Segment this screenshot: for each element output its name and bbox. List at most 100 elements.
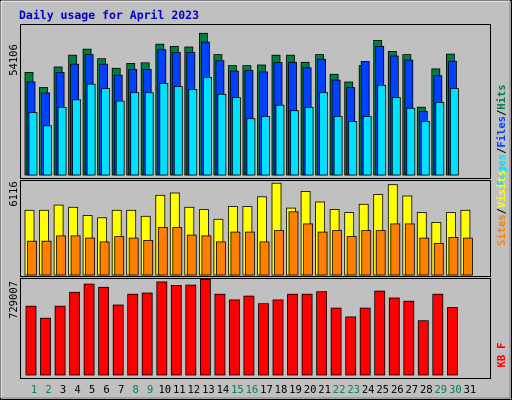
bar-sites-day-7 <box>114 236 125 276</box>
bar-pages-day-15 <box>231 97 241 176</box>
bar-sites-day-21 <box>317 231 328 276</box>
day-label-11: 11 <box>173 384 186 396</box>
bar-sites-day-4 <box>70 235 81 276</box>
legend-kbytes: KB <box>496 355 508 368</box>
day-label-25: 25 <box>376 384 389 396</box>
legend-middle: Sites/Visits <box>496 170 508 246</box>
bar-kbytes-day-4 <box>69 291 80 376</box>
day-label-23: 23 <box>347 384 360 396</box>
day-label-17: 17 <box>260 384 273 396</box>
bar-pages-day-18 <box>275 104 285 176</box>
bar-kbytes-day-7 <box>112 304 124 376</box>
bar-sites-day-27 <box>404 223 415 276</box>
bar-sites-day-20 <box>303 223 314 276</box>
day-label-1: 1 <box>31 384 37 396</box>
day-label-7: 7 <box>118 384 124 396</box>
day-label-22: 22 <box>333 384 346 396</box>
bar-sites-day-23 <box>346 236 357 276</box>
bar-sites-day-5 <box>85 237 95 276</box>
bar-sites-day-13 <box>201 235 212 276</box>
bar-pages-day-23 <box>348 121 358 176</box>
bar-pages-day-2 <box>43 125 52 176</box>
day-label-27: 27 <box>405 384 418 396</box>
bar-pages-day-30 <box>449 88 459 176</box>
legend-sites: Sites <box>496 214 508 246</box>
bar-sites-day-12 <box>186 234 197 276</box>
bar-pages-day-13 <box>202 76 212 176</box>
bar-sites-day-10 <box>157 227 168 276</box>
bar-sites-day-19 <box>288 211 299 276</box>
bar-pages-day-16 <box>246 118 256 176</box>
legend-sep-1: / <box>496 148 508 154</box>
day-label-4: 4 <box>74 384 80 396</box>
day-label-26: 26 <box>391 384 404 396</box>
bar-kbytes-day-2 <box>40 317 51 376</box>
day-label-12: 12 <box>187 384 200 396</box>
day-label-5: 5 <box>89 384 95 396</box>
bar-sites-day-8 <box>128 237 139 276</box>
bars-visits-sites <box>24 182 473 276</box>
bar-kbytes-day-5 <box>83 283 95 376</box>
bar-pages-day-24 <box>362 116 372 176</box>
bar-kbytes-day-15 <box>228 299 240 376</box>
bar-sites-day-29 <box>433 242 444 276</box>
bar-sites-day-15 <box>230 231 241 276</box>
bar-sites-day-2 <box>41 240 52 276</box>
bar-kbytes-day-20 <box>301 293 313 376</box>
day-label-8: 8 <box>133 384 139 396</box>
day-label-2: 2 <box>45 384 51 396</box>
bar-pages-day-3 <box>57 107 67 176</box>
legend-hits: Hits <box>496 84 508 109</box>
bar-pages-day-10 <box>159 83 169 176</box>
bar-kbytes-day-27 <box>403 300 415 376</box>
bar-sites-day-3 <box>56 235 66 276</box>
ymax-label-hits: 54106 <box>8 44 20 76</box>
bar-sites-day-26 <box>390 223 401 276</box>
day-label-31: 31 <box>464 384 477 396</box>
bar-kbytes-day-14 <box>214 293 226 376</box>
bar-sites-day-25 <box>375 230 386 276</box>
bar-pages-day-9 <box>144 92 154 176</box>
day-label-10: 10 <box>158 384 171 396</box>
bar-kbytes-day-17 <box>258 303 269 376</box>
day-label-9: 9 <box>147 384 153 396</box>
ymax-label-visits: 6116 <box>8 181 20 206</box>
bar-pages-day-8 <box>130 92 140 176</box>
day-label-3: 3 <box>60 384 66 396</box>
bar-sites-day-31 <box>462 237 473 276</box>
bar-pages-day-5 <box>86 83 96 176</box>
bar-pages-day-1 <box>28 112 38 176</box>
bar-pages-day-4 <box>72 99 81 176</box>
bar-kbytes-day-11 <box>170 284 182 376</box>
bar-pages-day-25 <box>377 84 387 176</box>
bar-pages-day-11 <box>173 86 183 176</box>
bar-pages-day-28 <box>420 121 430 176</box>
bar-pages-day-14 <box>217 93 227 176</box>
day-label-16: 16 <box>246 384 259 396</box>
legend-pages: Pages <box>496 154 508 186</box>
bar-sites-day-28 <box>419 237 430 276</box>
ymax-label-kbytes: 729007 <box>8 281 20 319</box>
bar-sites-day-18 <box>274 230 284 276</box>
legend-top: Pages/Files/Hits <box>496 84 508 185</box>
legend-visits: Visits <box>496 170 508 208</box>
bar-kbytes-day-12 <box>185 284 197 376</box>
bar-pages-day-7 <box>115 100 125 176</box>
bar-sites-day-22 <box>332 230 343 276</box>
legend-sep-2: / <box>496 110 508 116</box>
bars-hits-files-pages <box>24 32 459 176</box>
bar-kbytes-day-28 <box>417 320 429 376</box>
day-label-30: 30 <box>449 384 462 396</box>
bar-pages-day-6 <box>101 88 110 176</box>
day-label-20: 20 <box>304 384 317 396</box>
bar-sites-day-17 <box>259 241 270 276</box>
day-labels: 1 2 3 4 5 6 7 8 9 10 11 12 13 14 15 16 17 18 19 20 21 22 23 24 2… <box>31 384 476 396</box>
day-label-14: 14 <box>217 384 230 396</box>
day-label-13: 13 <box>202 384 215 396</box>
bar-sites-day-1 <box>27 240 37 276</box>
bar-pages-day-17 <box>261 116 270 176</box>
bar-kbytes-day-23 <box>345 316 357 376</box>
bar-kbytes-day-6 <box>98 286 109 376</box>
